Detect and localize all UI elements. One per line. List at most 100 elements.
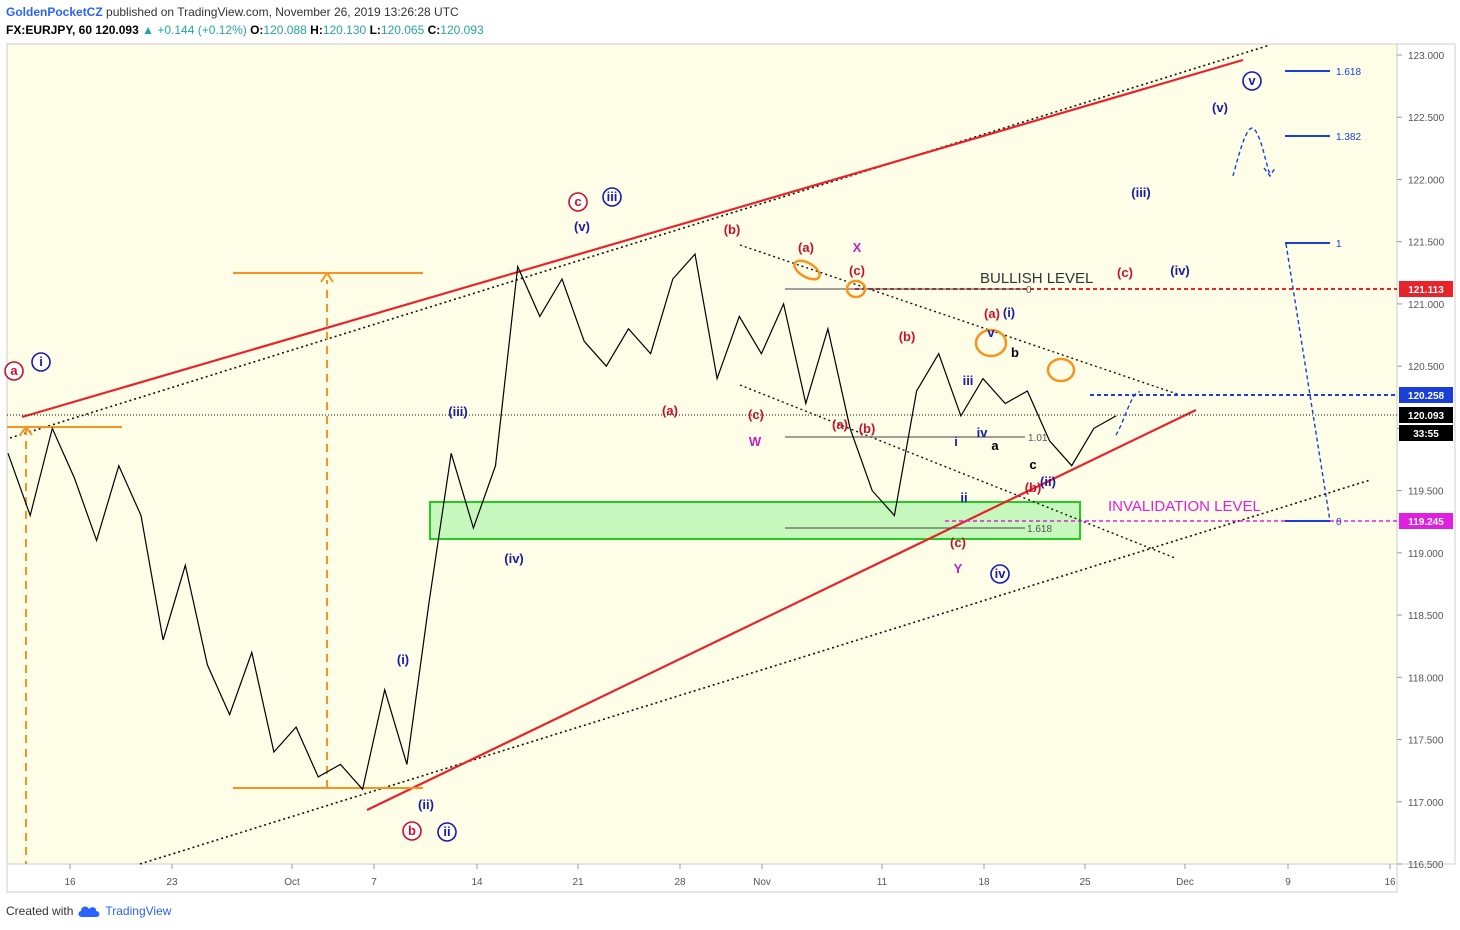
price-label-box — [1399, 281, 1453, 297]
orange-projection — [7, 271, 423, 864]
author-link[interactable]: GoldenPocketCZ — [6, 5, 103, 19]
x-tick-label: 23 — [166, 877, 178, 888]
x-tick-label: 28 — [674, 877, 686, 888]
price-label-text: 120.258 — [1408, 391, 1445, 402]
open-label: O: — [250, 23, 264, 37]
target-1-text: 1 — [1336, 239, 1342, 250]
low-value: 120.065 — [380, 23, 425, 37]
wave-label: i — [39, 354, 43, 369]
upper-trendline — [21, 58, 1244, 419]
price-label: 33:55 — [1399, 425, 1453, 441]
wave-label: a — [10, 363, 18, 378]
price-series-line — [7, 252, 1117, 791]
wave-label: (v) — [1212, 100, 1228, 115]
wave-label: (iv) — [1170, 263, 1190, 278]
wave-label-circle — [4, 361, 24, 381]
x-tick-label: Oct — [284, 877, 300, 888]
wave-label: iii — [607, 189, 618, 204]
x-axis-ticks: 16 23 Oct 7 14 21 28 Nov 11 18 25 Dec 9 16 — [64, 864, 1396, 888]
price-chart[interactable]: BULLISH LEVEL INVALIDATION LEVEL 0 1.01 … — [0, 40, 1460, 896]
price-label-box — [1399, 513, 1453, 529]
price-label-box — [1399, 387, 1453, 403]
close-label: C: — [427, 23, 441, 37]
wave-label-circle — [1242, 71, 1262, 91]
high-value: 120.130 — [322, 23, 367, 37]
symbol-info: FX:EURJPY, 60 120.093 ▲ +0.144 (+0.12%) … — [6, 23, 484, 37]
y-tick-label: 116.500 — [1408, 860, 1444, 871]
wave-label: (b) — [1025, 480, 1042, 495]
fib-0-text: 0 — [1026, 285, 1032, 296]
wave-label: (iii) — [1131, 185, 1151, 200]
y-tick-label: 122.000 — [1408, 175, 1445, 186]
wave-label: (a) — [832, 417, 848, 432]
target-levels — [1285, 70, 1330, 522]
tradingview-link[interactable]: TradingView — [105, 904, 172, 918]
lower-trendline — [366, 409, 1197, 811]
x-tick-label: 14 — [471, 877, 483, 888]
y-tick-label: 119.500 — [1408, 487, 1444, 498]
bullish-level-text: BULLISH LEVEL — [980, 270, 1093, 287]
y-tick-label: 119.000 — [1408, 549, 1444, 560]
publish-info: GoldenPocketCZ published on TradingView.… — [6, 5, 459, 19]
last-price: 120.093 — [95, 23, 139, 37]
wave-label-circle — [437, 822, 457, 842]
x-tick-label: 11 — [877, 877, 888, 888]
wave-label: (c) — [849, 263, 865, 278]
y-tick-label: 121.000 — [1408, 300, 1445, 311]
tradingview-cloud-icon — [78, 906, 100, 917]
wave-label: (c) — [748, 407, 764, 422]
wave-label: ii — [960, 490, 967, 505]
highlight-ellipses — [793, 259, 1076, 383]
wave-label: (i) — [397, 652, 409, 667]
wave-label: c — [1029, 457, 1036, 472]
wave-label: (iii) — [448, 404, 468, 419]
wave-label: (a) — [984, 306, 1000, 321]
wave-label: W — [749, 434, 762, 449]
footer: Created with TradingView — [6, 904, 171, 918]
publish-date: published on TradingView.com, November 2… — [106, 5, 459, 19]
wave-label: (b) — [859, 421, 876, 436]
price-label-text: 121.113 — [1408, 285, 1444, 296]
wave-label: iv — [977, 425, 989, 440]
price-labels: 121.113 120.258 120.093 33:55 119.245 — [1399, 281, 1453, 529]
x-tick-label: Nov — [753, 877, 771, 888]
wave-label: (c) — [1117, 265, 1133, 280]
wave-label: (i) — [1003, 305, 1015, 320]
y-tick-label: 117.500 — [1408, 736, 1444, 747]
wave-label-circle — [402, 821, 422, 841]
fib-1618-text: 1.618 — [1027, 524, 1052, 535]
price-axis[interactable] — [1396, 43, 1456, 865]
target-1618-text: 1.618 — [1336, 67, 1361, 78]
target-1382-text: 1.382 — [1336, 132, 1361, 143]
x-tick-label: Dec — [1176, 877, 1194, 888]
wave-labels: aic iii(v)(iii)(iv)(i)(ii)b ii(b)(a) (c)W(a… — [4, 71, 1262, 842]
flag-lower-dotted — [739, 384, 1176, 559]
wave-label-circle — [568, 192, 588, 212]
price-label-text: 120.093 — [1408, 411, 1445, 422]
projection-path — [1115, 127, 1331, 522]
y-tick-label: 118.500 — [1408, 611, 1444, 622]
y-tick-label: 123.000 — [1408, 51, 1445, 62]
wave-label: v — [987, 325, 995, 340]
symbol: FX:EURJPY, 60 — [6, 23, 93, 37]
y-axis-ticks: 123.000 122.500 122.000 121.500 121.000 120.5… — [1397, 51, 1445, 871]
time-axis[interactable] — [6, 863, 1398, 893]
wave-label: (ii) — [418, 797, 434, 812]
support-zone — [429, 501, 1081, 540]
low-label: L: — [369, 23, 381, 37]
x-tick-label: 21 — [572, 877, 584, 888]
wave-label: (b) — [724, 222, 741, 237]
y-tick-label: 122.500 — [1408, 113, 1445, 124]
wave-label-circle — [31, 352, 51, 372]
x-tick-label: 9 — [1285, 877, 1291, 888]
wave-label: b — [1011, 345, 1019, 360]
wave-label: b — [408, 823, 416, 838]
target-0-text: 0 — [1336, 517, 1342, 528]
wave-label: c — [574, 194, 581, 209]
price-label-box — [1399, 407, 1453, 423]
x-tick-label: 7 — [371, 877, 377, 888]
wave-label: (c) — [950, 535, 966, 550]
wave-label: v — [1248, 73, 1256, 88]
fib-101-text: 1.01 — [1028, 433, 1048, 444]
wave-label: Y — [954, 561, 963, 576]
